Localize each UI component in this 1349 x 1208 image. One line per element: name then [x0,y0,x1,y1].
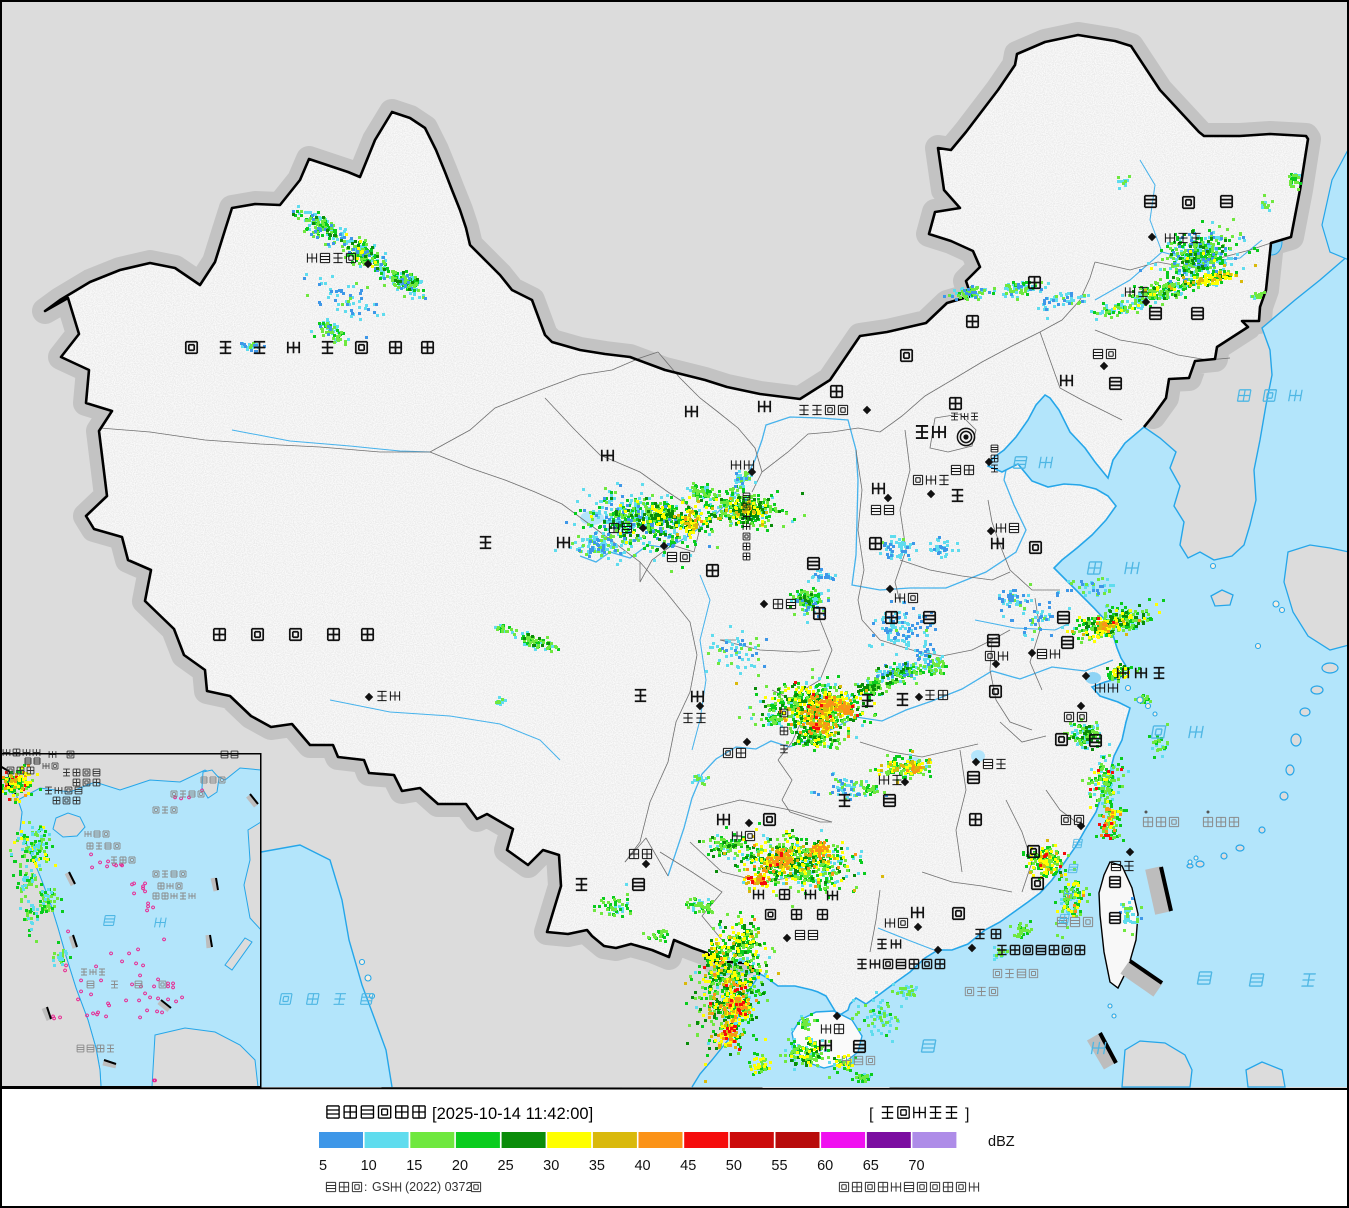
svg-text:30: 30 [543,1158,559,1174]
svg-text:40: 40 [634,1158,650,1174]
svg-text:10: 10 [361,1158,377,1174]
svg-text:35: 35 [589,1158,605,1174]
svg-text:55: 55 [771,1158,787,1174]
svg-text:60: 60 [817,1158,833,1174]
svg-text:[: [ [869,1106,874,1123]
svg-text:15: 15 [406,1158,422,1174]
svg-text:50: 50 [726,1158,742,1174]
svg-text:[2025-10-14 11:42:00]: [2025-10-14 11:42:00] [432,1105,593,1123]
svg-text::: : [364,1180,367,1194]
svg-text:25: 25 [498,1158,514,1174]
svg-text:(2022) 0372: (2022) 0372 [405,1180,472,1194]
svg-text:5: 5 [319,1158,327,1174]
svg-text:70: 70 [908,1158,924,1174]
svg-text:20: 20 [452,1158,468,1174]
svg-text:]: ] [965,1106,969,1123]
svg-text:dBZ: dBZ [988,1134,1015,1150]
svg-text:45: 45 [680,1158,696,1174]
svg-text:65: 65 [863,1158,879,1174]
svg-text:GS: GS [372,1180,390,1194]
